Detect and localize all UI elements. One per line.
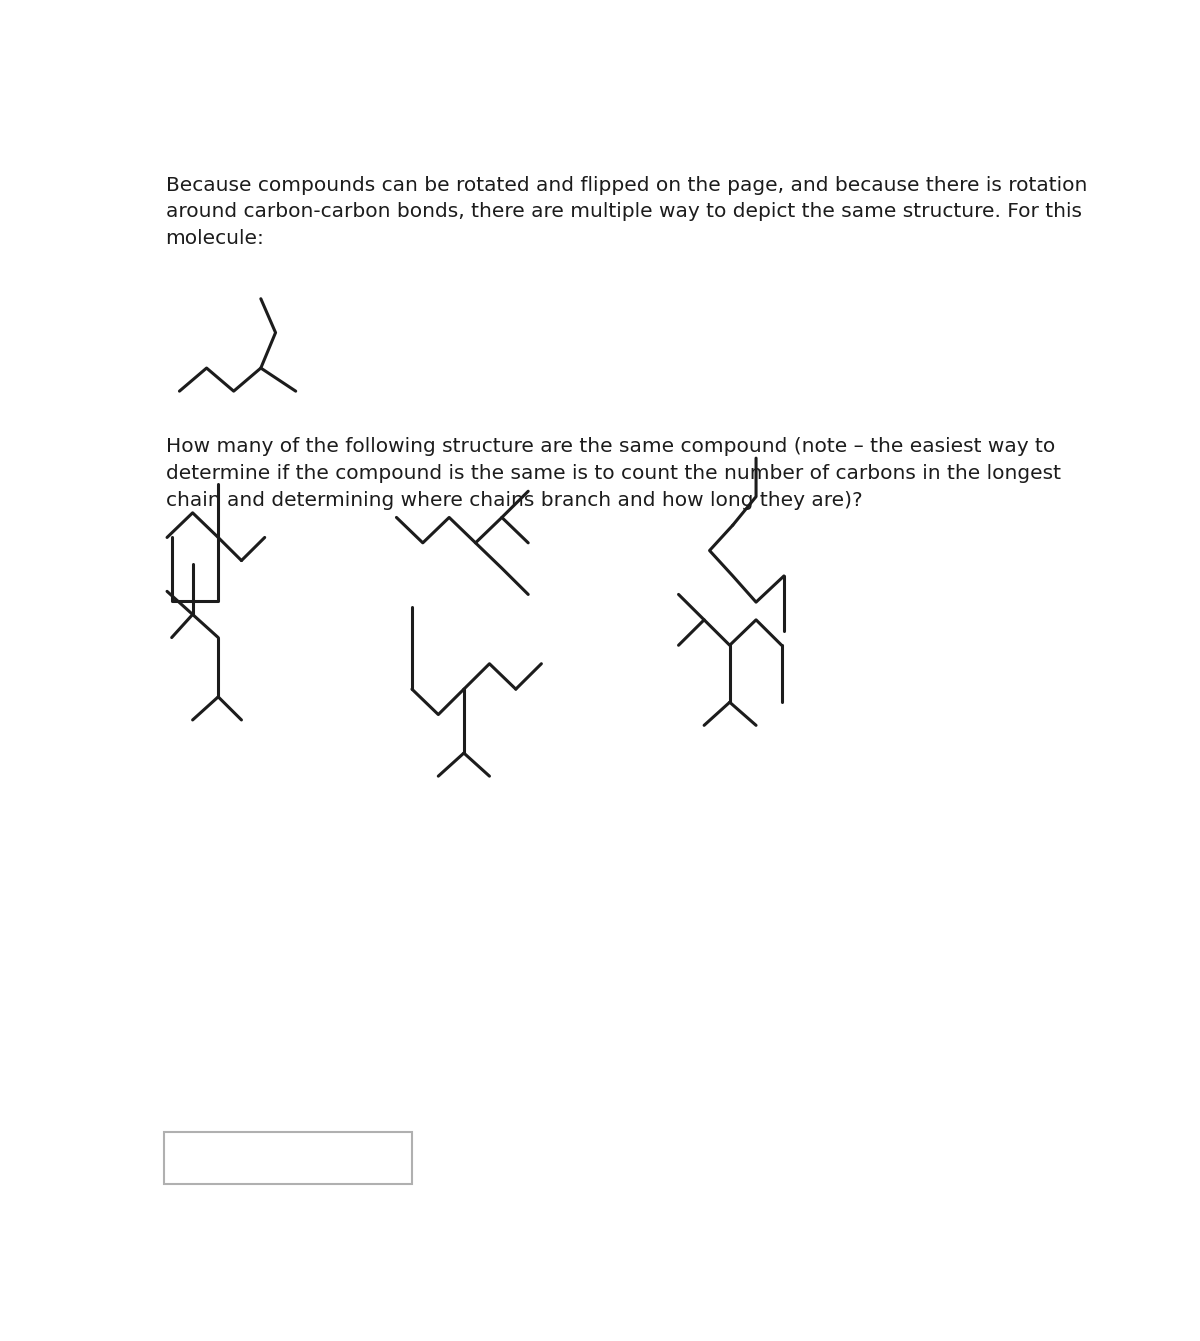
FancyBboxPatch shape [164, 1132, 412, 1184]
Text: How many of the following structure are the same compound (note – the easiest wa: How many of the following structure are … [166, 437, 1061, 510]
Text: Because compounds can be rotated and flipped on the page, and because there is r: Because compounds can be rotated and fli… [166, 176, 1087, 248]
